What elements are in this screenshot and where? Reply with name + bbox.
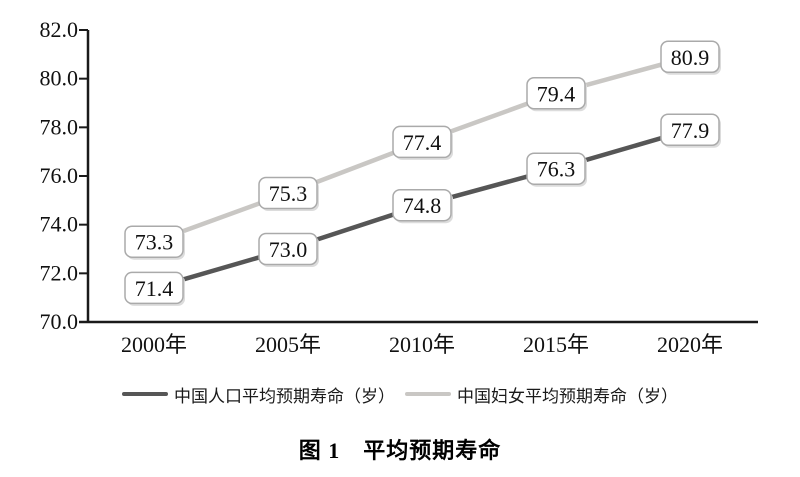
y-tick-label: 74.0	[40, 212, 79, 237]
x-tick-label: 2010年	[389, 332, 455, 357]
legend-label-women: 中国妇女平均预期寿命（岁）	[457, 386, 678, 406]
data-label-series1: 75.3	[269, 181, 308, 206]
legend-item-women: 中国妇女平均预期寿命（岁）	[405, 382, 678, 407]
data-label-box	[392, 125, 452, 159]
x-tick-label: 2020年	[657, 332, 723, 357]
data-label-box	[660, 113, 720, 147]
legend: 中国人口平均预期寿命（岁） 中国妇女平均预期寿命（岁）	[0, 381, 800, 407]
data-label-box	[660, 40, 720, 74]
y-tick-label: 72.0	[40, 260, 79, 285]
data-label-series1: 79.4	[537, 81, 576, 106]
data-label-box	[526, 152, 586, 185]
data-label-series0: 73.0	[269, 237, 308, 262]
data-label-box	[258, 176, 318, 210]
data-label-series0: 76.3	[537, 157, 576, 182]
data-label-series1: 77.4	[403, 130, 442, 155]
figure-caption: 图 1 平均预期寿命	[298, 438, 502, 463]
data-label-series0: 74.8	[403, 193, 442, 218]
data-label-box	[124, 225, 184, 258]
y-tick-label: 80.0	[40, 66, 79, 91]
x-tick-label: 2015年	[523, 332, 589, 357]
legend-label-population: 中国人口平均预期寿命（岁）	[174, 386, 395, 406]
data-label-series0: 71.4	[135, 276, 174, 301]
y-tick-label: 82.0	[40, 17, 79, 42]
series-population-line-swatch	[122, 392, 168, 396]
line-chart: 70.0 72.0 74.0 76.0 78.0 80.0 82.0 2000年 2005年 20…	[40, 17, 758, 357]
legend-item-population: 中国人口平均预期寿命（岁）	[122, 382, 395, 407]
y-tick-label: 78.0	[40, 114, 79, 139]
data-label-series1: 80.9	[671, 45, 710, 70]
data-label-series1: 73.3	[135, 230, 174, 255]
y-tick-label: 76.0	[40, 163, 79, 188]
data-label-series0: 77.9	[671, 118, 710, 143]
data-label-box	[392, 188, 452, 222]
x-tick-label: 2000年	[121, 332, 187, 357]
x-tick-label: 2005年	[255, 332, 321, 357]
data-label-box	[124, 271, 184, 305]
series-women-line-swatch	[405, 392, 451, 396]
data-label-box	[258, 232, 318, 266]
y-tick-label: 70.0	[40, 309, 79, 334]
data-label-box	[526, 77, 586, 110]
